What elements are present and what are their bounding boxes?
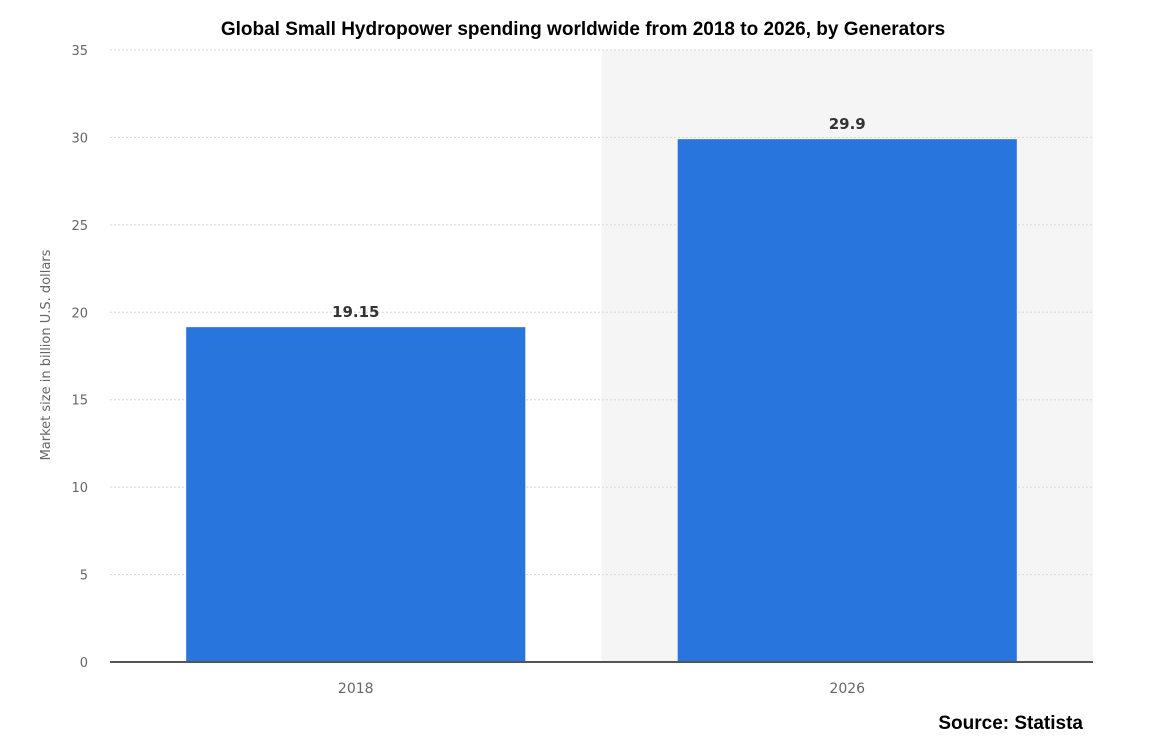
y-tick-label: 25 bbox=[71, 219, 88, 234]
bar-2018 bbox=[186, 327, 526, 662]
y-tick-label: 10 bbox=[71, 481, 88, 496]
y-axis-label: Market size in billion U.S. dollars bbox=[39, 249, 54, 460]
chart-title: Global Small Hydropower spending worldwi… bbox=[221, 19, 945, 40]
y-tick-label: 5 bbox=[80, 569, 88, 584]
bar-2026 bbox=[677, 139, 1017, 663]
y-tick-label: 15 bbox=[71, 394, 88, 409]
y-tick-label: 0 bbox=[80, 656, 88, 671]
y-tick-label: 20 bbox=[71, 306, 88, 321]
x-tick-label-2018: 2018 bbox=[338, 681, 374, 697]
y-tick-label: 35 bbox=[71, 44, 88, 59]
source-label: Source: Statista bbox=[938, 713, 1083, 734]
y-tick-label: 30 bbox=[71, 131, 88, 146]
x-tick-label-2026: 2026 bbox=[829, 681, 865, 697]
data-label-2026: 29.9 bbox=[829, 115, 866, 133]
data-label-2018: 19.15 bbox=[332, 303, 379, 321]
